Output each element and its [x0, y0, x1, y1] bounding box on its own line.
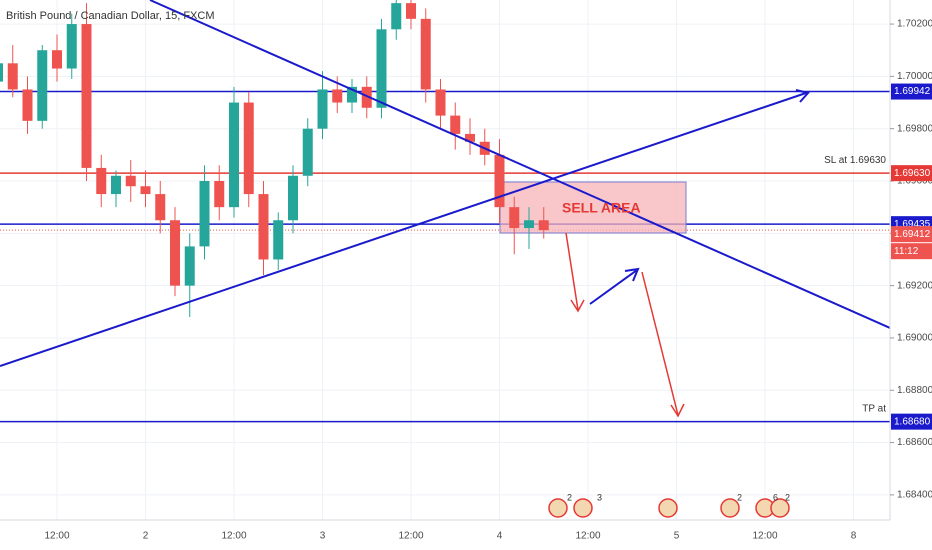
- candle-body: [406, 3, 416, 19]
- event-icon: [573, 498, 593, 518]
- level-label-box: [891, 83, 932, 100]
- y-tick-label: 1.69200: [897, 280, 932, 291]
- x-tick-label: 3: [320, 531, 326, 542]
- candle-body: [347, 86, 357, 103]
- x-tick-label: 12:00: [44, 531, 69, 542]
- candle-body: [288, 175, 298, 221]
- last-price-label-box: [891, 226, 932, 243]
- y-tick-label: 1.70200: [897, 19, 932, 30]
- y-tick-label: 1.69800: [897, 123, 932, 134]
- candle-body: [391, 3, 402, 30]
- candle-body: [317, 89, 328, 129]
- candle-body: [450, 115, 461, 134]
- candle-body: [465, 133, 475, 142]
- arrow-head: [795, 89, 810, 103]
- candle-body: [376, 29, 387, 108]
- candles: [0, 0, 549, 318]
- candle-body: [302, 128, 313, 176]
- trend-line: [0, 92, 807, 367]
- level-label-box: [891, 165, 932, 182]
- candle-body: [140, 186, 151, 195]
- candle-body: [125, 175, 136, 187]
- x-tick-label: 12:00: [575, 531, 600, 542]
- event-icon: [720, 498, 740, 518]
- level-label: 1.69942: [894, 86, 931, 97]
- x-tick-label: 12:00: [398, 531, 423, 542]
- arrow-head: [624, 267, 640, 282]
- candle-body: [81, 24, 92, 168]
- event-count: 2: [567, 492, 572, 502]
- candle-body: [184, 246, 195, 286]
- grid: [0, 0, 890, 520]
- arrow-head: [670, 403, 685, 418]
- candle-body: [494, 154, 505, 208]
- candle-body: [229, 102, 239, 208]
- event-icon: [658, 498, 678, 518]
- candle-body: [361, 86, 372, 108]
- candle-body: [273, 220, 284, 260]
- candle-body: [243, 102, 254, 195]
- y-tick-label: 1.68800: [897, 385, 932, 396]
- candle-body: [22, 89, 33, 121]
- candle-body: [111, 175, 121, 195]
- event-icon: [770, 498, 790, 518]
- level-note: SL at 1.69630: [824, 155, 886, 166]
- candle-body: [66, 24, 77, 69]
- arrow: [589, 269, 638, 305]
- x-tick-label: 12:00: [752, 531, 777, 542]
- x-tick-label: 2: [143, 531, 149, 542]
- candle-body: [435, 89, 446, 116]
- x-tick-label: 5: [674, 531, 680, 542]
- event-count: 6: [773, 492, 778, 502]
- countdown: 11:12: [894, 246, 919, 257]
- arrow: [641, 271, 679, 416]
- level-label: 1.69435: [894, 219, 931, 230]
- x-tick-label: 4: [497, 531, 503, 542]
- y-tick-label: 1.68400: [897, 490, 932, 501]
- arrow-head: [570, 299, 585, 313]
- event-count: 2: [785, 492, 790, 502]
- x-tick-label: 8: [851, 531, 857, 542]
- level-note: TP at: [862, 403, 886, 414]
- candle-body: [0, 63, 3, 82]
- event-count: 2: [737, 492, 742, 502]
- candle-body: [155, 194, 166, 221]
- event-icon: [548, 498, 568, 518]
- event-count: 3: [597, 492, 602, 502]
- candle-body: [538, 220, 549, 231]
- y-tick-label: 1.70000: [897, 71, 932, 82]
- x-tick-label: 12:00: [221, 531, 246, 542]
- countdown-box: [891, 243, 932, 260]
- arrows: [565, 232, 685, 418]
- levels: SL at 1.69630 TP at: [0, 90, 890, 423]
- candle-body: [509, 207, 520, 229]
- candle-body: [199, 181, 210, 247]
- candle-body: [37, 50, 48, 121]
- candle-body: [524, 220, 534, 229]
- candle-body: [420, 18, 431, 90]
- candle-body: [258, 194, 269, 260]
- chart-title: British Pound / Canadian Dollar, 15, FXC…: [6, 10, 215, 22]
- candle-body: [96, 167, 107, 195]
- candle-body: [52, 50, 62, 69]
- y-tick-label: 1.68600: [897, 437, 932, 448]
- trend-line: [149, 0, 891, 329]
- annotation: SELL AREA: [562, 200, 641, 216]
- candle-body: [170, 220, 180, 286]
- candle-body: [214, 181, 225, 208]
- arrow: [565, 232, 579, 311]
- last-price-label: 1.69412: [894, 229, 931, 240]
- price-axis: 1.702001.700001.698001.696001.694001.692…: [890, 19, 932, 501]
- candle-body: [332, 89, 343, 103]
- level-label: 1.69630: [894, 168, 931, 179]
- level-label-box: [891, 413, 932, 430]
- candle-body: [7, 63, 18, 90]
- level-label: 1.68680: [894, 416, 931, 427]
- y-tick-label: 1.69000: [897, 333, 932, 344]
